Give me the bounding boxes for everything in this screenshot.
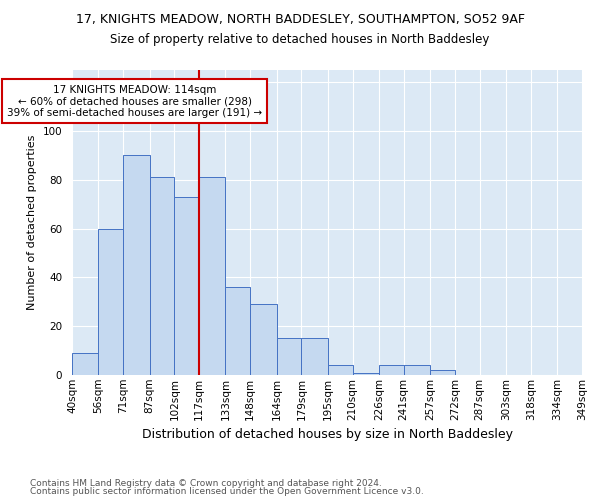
Y-axis label: Number of detached properties: Number of detached properties xyxy=(27,135,37,310)
Bar xyxy=(353,372,379,375)
Bar xyxy=(277,338,301,375)
Bar xyxy=(72,353,98,375)
Bar xyxy=(226,287,250,375)
Text: Contains public sector information licensed under the Open Government Licence v3: Contains public sector information licen… xyxy=(30,487,424,496)
Bar xyxy=(379,365,404,375)
Bar xyxy=(250,304,277,375)
Bar xyxy=(430,370,455,375)
Bar xyxy=(404,365,430,375)
Text: Contains HM Land Registry data © Crown copyright and database right 2024.: Contains HM Land Registry data © Crown c… xyxy=(30,478,382,488)
Bar xyxy=(301,338,328,375)
Text: 17, KNIGHTS MEADOW, NORTH BADDESLEY, SOUTHAMPTON, SO52 9AF: 17, KNIGHTS MEADOW, NORTH BADDESLEY, SOU… xyxy=(76,12,524,26)
Bar xyxy=(98,228,123,375)
Bar xyxy=(123,156,149,375)
Text: 17 KNIGHTS MEADOW: 114sqm
← 60% of detached houses are smaller (298)
39% of semi: 17 KNIGHTS MEADOW: 114sqm ← 60% of detac… xyxy=(7,84,262,118)
Bar xyxy=(328,365,353,375)
Bar xyxy=(199,178,226,375)
Bar xyxy=(175,197,199,375)
Text: Size of property relative to detached houses in North Baddesley: Size of property relative to detached ho… xyxy=(110,32,490,46)
X-axis label: Distribution of detached houses by size in North Baddesley: Distribution of detached houses by size … xyxy=(142,428,512,441)
Bar xyxy=(149,178,175,375)
